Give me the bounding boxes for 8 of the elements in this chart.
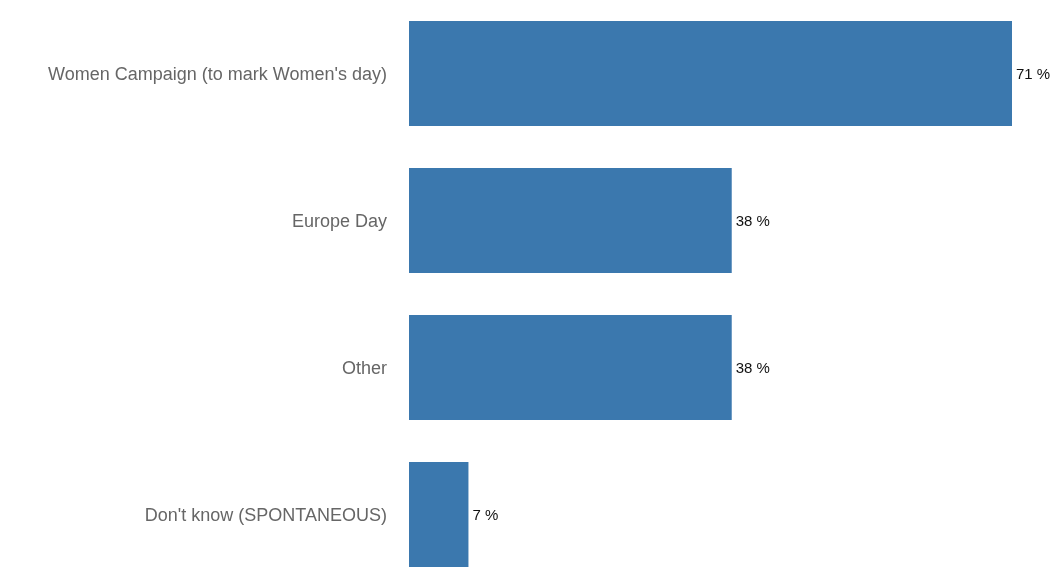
data-label: 38 % (735, 359, 770, 376)
y-tick-label: Other (341, 357, 387, 378)
y-tick-label: Don't know (SPONTANEOUS) (144, 504, 387, 525)
y-tick-label: Europe Day (291, 210, 387, 231)
data-label: 7 % (472, 506, 499, 523)
data-label: 71 % (1016, 65, 1051, 82)
y-tick-label: Women Campaign (to mark Women's day) (48, 63, 387, 84)
data-label: 38 % (735, 212, 770, 229)
